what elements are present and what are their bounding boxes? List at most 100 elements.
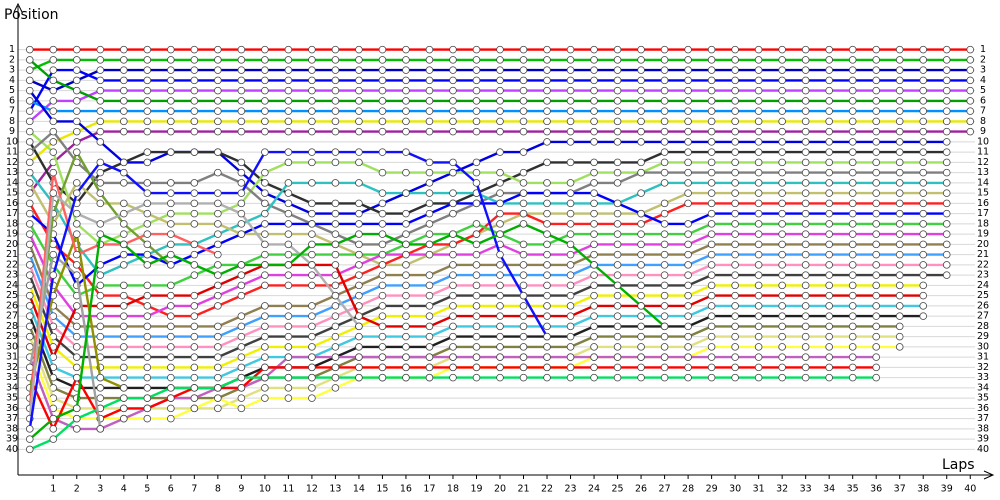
position-marker	[613, 45, 622, 54]
position-marker	[284, 261, 293, 269]
position-marker	[613, 179, 622, 187]
position-marker	[425, 127, 434, 136]
position-marker	[167, 220, 175, 228]
position-marker	[190, 291, 199, 300]
position-marker	[214, 148, 222, 156]
x-tick-label: 32	[776, 484, 788, 495]
position-marker	[331, 117, 340, 126]
position-marker	[143, 97, 152, 105]
y-axis	[13, 2, 23, 475]
position-marker	[660, 209, 669, 218]
position-marker	[308, 261, 316, 269]
position-marker	[261, 322, 269, 331]
position-marker	[637, 45, 645, 54]
position-marker	[425, 86, 434, 95]
position-marker	[25, 250, 34, 259]
position-marker	[543, 209, 551, 218]
driver-series	[25, 240, 951, 331]
position-marker	[825, 271, 833, 279]
position-marker	[378, 199, 387, 208]
position-marker	[778, 148, 786, 156]
position-marker	[167, 384, 175, 392]
position-marker	[919, 158, 928, 167]
position-marker	[637, 373, 645, 382]
position-marker	[143, 291, 152, 300]
position-marker	[284, 66, 293, 74]
position-marker	[190, 271, 199, 279]
position-marker	[472, 86, 481, 95]
position-marker	[543, 373, 551, 382]
y-tick-label-right: 26	[977, 300, 989, 311]
position-marker	[778, 168, 786, 177]
x-tick-label: 8	[215, 484, 221, 495]
position-marker	[378, 209, 387, 218]
driver-series	[25, 56, 975, 105]
position-marker	[801, 76, 810, 85]
position-marker	[707, 86, 716, 95]
position-marker	[543, 86, 551, 95]
position-marker	[637, 353, 645, 361]
position-marker	[331, 250, 340, 259]
position-marker	[167, 281, 175, 290]
y-tick-label: 13	[6, 167, 18, 178]
position-marker	[684, 250, 692, 259]
position-marker	[848, 138, 857, 146]
driver-series	[25, 189, 363, 423]
position-marker	[143, 240, 152, 249]
x-tick-label: 21	[517, 484, 529, 495]
position-marker	[872, 322, 880, 331]
position-marker	[96, 373, 105, 382]
position-marker	[825, 56, 833, 64]
position-marker	[402, 209, 410, 218]
position-marker	[25, 322, 34, 331]
position-marker	[25, 117, 34, 126]
position-marker	[167, 56, 175, 64]
position-marker	[496, 209, 504, 218]
position-marker	[895, 291, 904, 300]
y-tick-label: 26	[6, 300, 18, 311]
position-marker	[190, 199, 199, 208]
position-marker	[308, 220, 316, 228]
position-marker	[472, 107, 481, 115]
position-marker	[96, 138, 105, 146]
position-marker	[143, 127, 152, 136]
x-tick-label: 26	[635, 484, 647, 495]
position-marker	[848, 56, 857, 64]
position-marker	[613, 281, 622, 290]
position-marker	[214, 66, 222, 74]
position-marker	[72, 189, 81, 197]
position-marker	[872, 220, 880, 228]
position-marker	[637, 363, 645, 372]
position-marker	[966, 76, 975, 85]
y-tick-label: 6	[9, 95, 15, 106]
y-tick-label: 5	[9, 85, 15, 96]
position-marker	[566, 45, 575, 54]
position-marker	[660, 332, 669, 341]
position-marker	[496, 250, 504, 259]
position-marker	[825, 343, 833, 351]
position-marker	[284, 158, 293, 167]
position-marker	[120, 107, 128, 115]
position-marker	[472, 291, 481, 300]
position-marker	[872, 302, 880, 310]
driver-series	[25, 127, 975, 197]
position-marker	[284, 148, 293, 156]
position-marker	[355, 363, 363, 372]
position-marker	[167, 189, 175, 197]
position-marker	[566, 250, 575, 259]
position-marker	[308, 332, 316, 341]
position-marker	[566, 209, 575, 218]
position-marker	[402, 66, 410, 74]
x-tick-label: 29	[706, 484, 718, 495]
position-marker	[731, 127, 739, 136]
position-marker	[425, 322, 434, 331]
position-marker	[308, 240, 316, 249]
position-marker	[778, 291, 786, 300]
position-marker	[543, 138, 551, 146]
position-marker	[190, 302, 199, 310]
position-marker	[96, 302, 105, 310]
position-marker	[190, 56, 199, 64]
position-marker	[331, 56, 340, 64]
position-marker	[519, 363, 528, 372]
position-marker	[872, 373, 880, 382]
